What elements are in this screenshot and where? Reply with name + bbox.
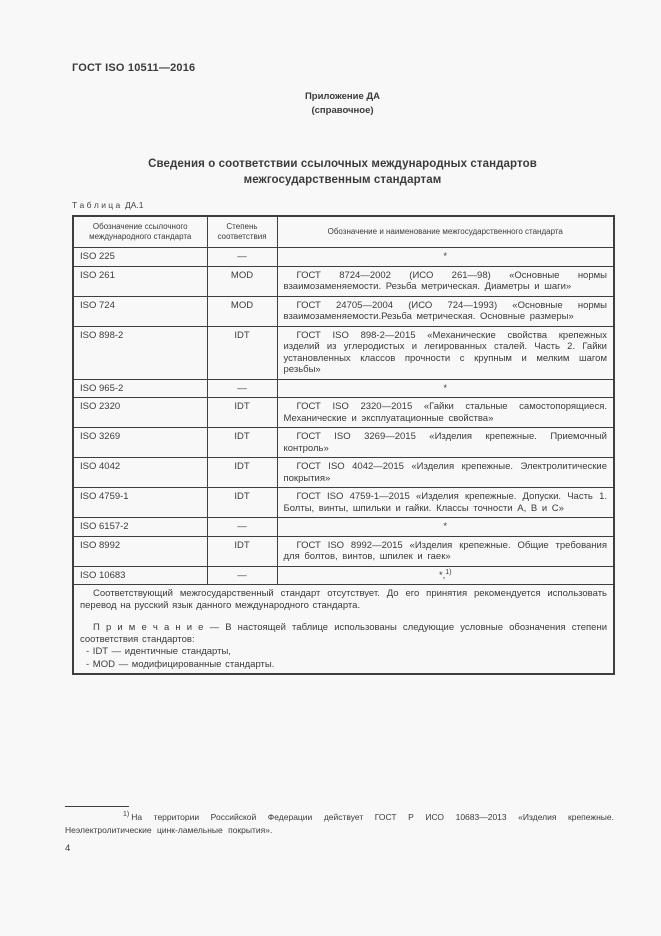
cell-degree: IDT — [206, 397, 278, 428]
cell-degree: MOD — [206, 265, 278, 297]
appendix-heading: Приложение ДА (справочное) — [72, 90, 613, 118]
cell-standard: ISO 3269 — [72, 427, 208, 458]
cell-degree: IDT — [206, 535, 278, 567]
cell-name: * — [276, 378, 615, 398]
appendix-title: Приложение ДА — [304, 91, 381, 102]
cell-standard: ISO 898-2 — [72, 325, 208, 380]
section-title-line2: межгосударственным стандартам — [243, 174, 442, 186]
cell-standard: ISO 261 — [72, 265, 208, 297]
cell-name: ГОСТ ISO 4042—2015 «Изделия крепежные. Э… — [276, 457, 615, 488]
cell-degree: IDT — [206, 325, 278, 380]
footnote-text: На территории Российской Федерации дейст… — [65, 812, 614, 835]
cell-standard: ISO 4042 — [72, 457, 208, 488]
page-footnote: 1) На территории Российской Федерации дей… — [65, 811, 614, 836]
cell-degree: MOD — [206, 295, 278, 327]
table-row: ISO 2320 IDT ГОСТ ISO 2320—2015 «Гайки с… — [72, 397, 615, 428]
table-row: ISO 225 — * — [72, 247, 615, 267]
footnote-divider — [65, 806, 129, 807]
table-row: ISO 724 MOD ГОСТ 24705—2004 (ИСО 724—199… — [72, 295, 615, 327]
cell-standard: ISO 6157-2 — [72, 517, 208, 537]
cell-name: * — [276, 247, 615, 267]
section-title: Сведения о соответствии ссылочных междун… — [72, 156, 613, 188]
absence-note: Соответствующий межгосударственный станд… — [80, 588, 607, 611]
cell-degree: IDT — [206, 487, 278, 518]
section-title-line1: Сведения о соответствии ссылочных междун… — [148, 158, 537, 170]
appendix-subtitle: (справочное) — [311, 105, 374, 116]
standards-correspondence-table: Обозначение ссылочного международного ст… — [72, 215, 615, 675]
cell-name: *,1) — [276, 565, 615, 585]
cell-name: * — [276, 517, 615, 537]
footnote-ref-mark: 1) — [445, 568, 452, 576]
cell-degree: IDT — [206, 427, 278, 458]
table-row: ISO 898-2 IDT ГОСТ ISO 898-2—2015 «Механ… — [72, 325, 615, 380]
table-row: ISO 10683 — *,1) — [72, 565, 615, 585]
doc-number: ГОСТ ISO 10511—2016 — [72, 62, 196, 74]
cell-name: ГОСТ 24705—2004 (ИСО 724—1993) «Основные… — [276, 295, 615, 327]
cell-degree: IDT — [206, 457, 278, 488]
col-header-degree: Степень соответствия — [206, 215, 278, 248]
cell-standard: ISO 2320 — [72, 397, 208, 428]
cell-standard: ISO 965-2 — [72, 378, 208, 398]
table-caption: Т а б л и ц а ДА.1 — [72, 200, 144, 210]
table-row: ISO 6157-2 — * — [72, 517, 615, 537]
table-footnote-cell: Соответствующий межгосударственный станд… — [72, 584, 615, 675]
cell-degree: — — [206, 247, 278, 267]
cell-name: ГОСТ 8724—2002 (ИСО 261—98) «Основные но… — [276, 265, 615, 297]
cell-name: ГОСТ ISO 3269—2015 «Изделия крепежные. П… — [276, 427, 615, 458]
cell-degree: — — [206, 565, 278, 585]
table-row: ISO 965-2 — * — [72, 378, 615, 398]
col-header-reference-standard: Обозначение ссылочного международного ст… — [72, 215, 208, 248]
table-row: ISO 4042 IDT ГОСТ ISO 4042—2015 «Изделия… — [72, 457, 615, 488]
cell-name: ГОСТ ISO 2320—2015 «Гайки стальные самос… — [276, 397, 615, 428]
table-header-row: Обозначение ссылочного международного ст… — [72, 215, 615, 248]
cell-standard: ISO 10683 — [72, 565, 208, 585]
table-row: ISO 4759-1 IDT ГОСТ ISO 4759-1—2015 «Изд… — [72, 487, 615, 518]
footnote-number: 1) — [123, 811, 130, 819]
cell-standard: ISO 4759-1 — [72, 487, 208, 518]
cell-degree: — — [206, 517, 278, 537]
cell-standard: ISO 8992 — [72, 535, 208, 567]
cell-standard: ISO 225 — [72, 247, 208, 267]
col-header-interstate-standard: Обозначение и наименование межгосударств… — [276, 215, 615, 248]
table-footnote-row: Соответствующий межгосударственный станд… — [72, 584, 615, 675]
cell-name: ГОСТ ISO 898-2—2015 «Механические свойст… — [276, 325, 615, 380]
table-row: ISO 8992 IDT ГОСТ ISO 8992—2015 «Изделия… — [72, 535, 615, 567]
asterisk-mark: *, — [438, 569, 446, 581]
note-item-mod: - MOD — модифицированные стандарты. — [86, 658, 275, 670]
table-row: ISO 261 MOD ГОСТ 8724—2002 (ИСО 261—98) … — [72, 265, 615, 297]
cell-standard: ISO 724 — [72, 295, 208, 327]
page-content: ГОСТ ISO 10511—2016 Приложение ДА (справ… — [65, 0, 615, 936]
note-item-idt: - IDT — идентичные стандарты, — [86, 646, 231, 657]
cell-name: ГОСТ ISO 8992—2015 «Изделия крепежные. О… — [276, 535, 615, 567]
cell-degree: — — [206, 378, 278, 398]
table-row: ISO 3269 IDT ГОСТ ISO 3269—2015 «Изделия… — [72, 427, 615, 458]
cell-name: ГОСТ ISO 4759-1—2015 «Изделия крепежные.… — [276, 487, 615, 518]
table-note: П р и м е ч а н и е — В настоящей таблиц… — [80, 622, 607, 645]
page-number: 4 — [65, 843, 71, 854]
